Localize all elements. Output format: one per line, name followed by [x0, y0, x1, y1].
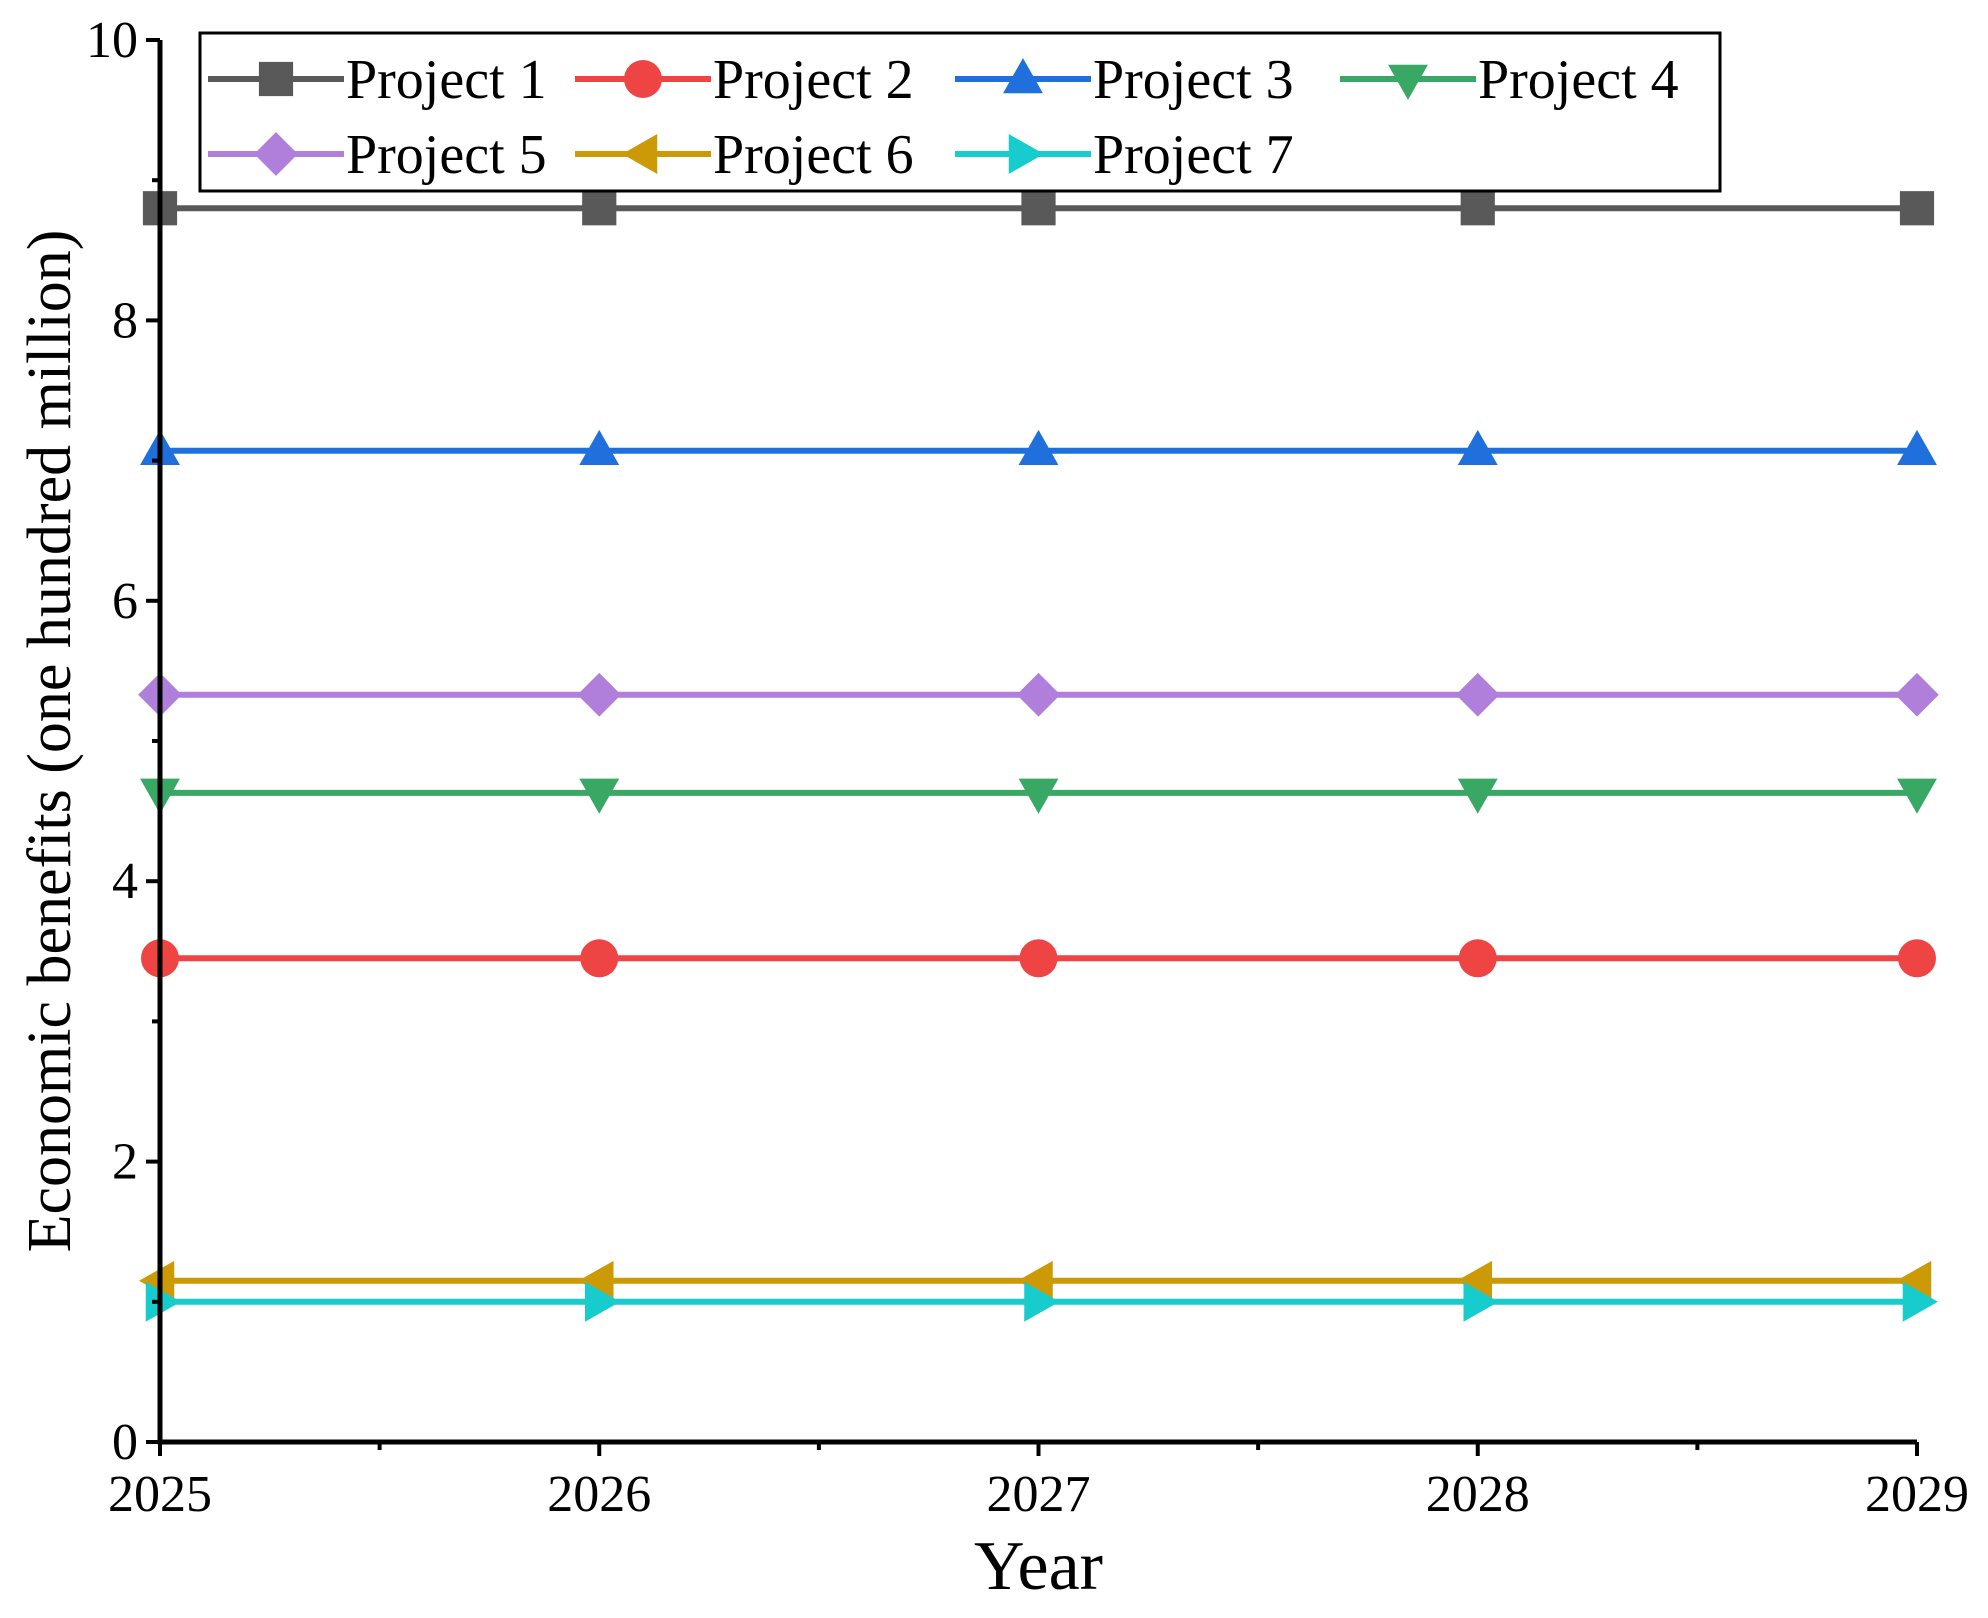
- legend-label-5: Project 5: [346, 124, 547, 186]
- legend-marker-5: [254, 132, 298, 176]
- data-point-6-2027: [1017, 1260, 1053, 1301]
- data-point-1-2026: [582, 191, 617, 226]
- data-point-7-2027: [1024, 1281, 1060, 1322]
- legend: Project 1 Project 2 Project 3 Project 4 Proj…: [198, 31, 1722, 193]
- data-point-6-2025: [139, 1260, 175, 1301]
- legend-box: [198, 31, 1722, 193]
- x-tick-label-2026: 2026: [547, 1466, 651, 1523]
- legend-label-6: Project 6: [713, 124, 914, 186]
- legend-item-5: Project 5: [208, 124, 547, 186]
- legend-item-3: Project 3: [955, 49, 1294, 111]
- data-point-5-2027: [1016, 672, 1061, 717]
- series-5: [138, 672, 1939, 717]
- data-point-7-2026: [585, 1281, 621, 1322]
- data-point-6-2029: [1896, 1260, 1932, 1301]
- y-axis-title: Economic benefits (one hundred million): [16, 230, 84, 1253]
- data-point-5-2029: [1895, 672, 1939, 717]
- legend-marker-6: [622, 134, 658, 174]
- y-tick-label-8: 8: [112, 292, 138, 349]
- legend-marker-3: [1003, 58, 1043, 94]
- data-point-4-2026: [579, 778, 620, 814]
- legend-item-2: Project 2: [575, 49, 914, 111]
- data-point-1-2028: [1460, 191, 1495, 226]
- legend-label-2: Project 2: [713, 49, 914, 111]
- series-4: [140, 778, 1937, 814]
- data-point-4-2029: [1897, 778, 1937, 814]
- y-tick-label-6: 6: [112, 573, 138, 630]
- data-point-6-2028: [1456, 1260, 1492, 1301]
- legend-label-4: Project 4: [1478, 49, 1679, 111]
- series-3: [140, 429, 1937, 466]
- data-point-5-2028: [1455, 672, 1500, 717]
- legend-marker-4: [1388, 64, 1428, 100]
- legend-item-6: Project 6: [575, 124, 914, 186]
- data-point-5-2026: [577, 672, 622, 717]
- x-tick-label-2028: 2028: [1426, 1466, 1530, 1523]
- data-point-4-2027: [1018, 778, 1059, 814]
- series-2: [141, 939, 1936, 978]
- legend-item-4: Project 4: [1340, 49, 1679, 111]
- x-tick-label-2027: 2027: [987, 1466, 1091, 1523]
- data-point-7-2025: [145, 1281, 181, 1322]
- x-axis-title: Year: [974, 1528, 1103, 1605]
- data-point-3-2027: [1018, 429, 1059, 466]
- legend-label-3: Project 3: [1093, 49, 1294, 111]
- data-point-7-2029: [1902, 1281, 1938, 1322]
- data-point-3-2026: [579, 429, 620, 466]
- x-tick-label-2029: 2029: [1865, 1466, 1969, 1523]
- series-layer: [138, 191, 1939, 1322]
- data-point-7-2028: [1463, 1281, 1499, 1322]
- data-point-4-2028: [1457, 778, 1498, 814]
- series-1: [142, 191, 1935, 226]
- legend-label-1: Project 1: [346, 49, 547, 111]
- legend-label-7: Project 7: [1093, 124, 1294, 186]
- legend-marker-7: [1008, 134, 1044, 174]
- axes-layer: 0 2 4 6 8 10 2025 2026 2027 2028 2029: [86, 12, 1969, 1523]
- legend-marker-1: [258, 61, 294, 97]
- data-point-3-2029: [1897, 429, 1937, 466]
- data-point-2-2027: [1019, 939, 1058, 978]
- y-tick-label-4: 4: [112, 853, 138, 910]
- legend-item-7: Project 7: [955, 124, 1294, 186]
- data-point-2-2028: [1458, 939, 1497, 978]
- y-tick-label-10: 10: [86, 12, 138, 69]
- y-tick-label-2: 2: [112, 1134, 138, 1191]
- x-tick-label-2025: 2025: [108, 1466, 212, 1523]
- series-7: [145, 1281, 1938, 1322]
- y-tick-label-0: 0: [112, 1414, 138, 1471]
- data-point-2-2029: [1898, 939, 1936, 978]
- data-point-2-2026: [580, 939, 619, 978]
- data-point-1-2027: [1021, 191, 1056, 226]
- data-point-3-2028: [1457, 429, 1498, 466]
- data-point-6-2026: [578, 1260, 614, 1301]
- legend-item-1: Project 1: [208, 49, 547, 111]
- data-point-1-2029: [1899, 191, 1935, 226]
- series-6: [139, 1260, 1932, 1301]
- axis-labels: Year Economic benefits (one hundred milli…: [16, 230, 1103, 1605]
- legend-marker-2: [624, 60, 662, 98]
